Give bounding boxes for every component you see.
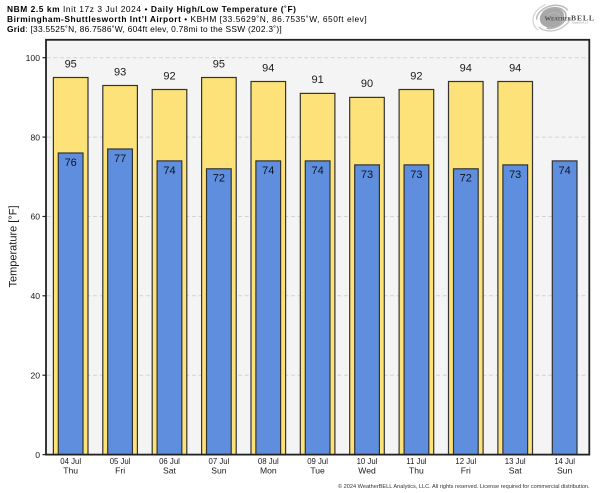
svg-text:92: 92 (410, 70, 422, 82)
svg-text:13 Jul: 13 Jul (505, 457, 526, 466)
svg-text:Sat: Sat (509, 465, 523, 475)
svg-text:04 Jul: 04 Jul (60, 457, 81, 466)
svg-text:Sun: Sun (557, 465, 573, 475)
svg-text:Temperature [°F]: Temperature [°F] (8, 205, 20, 287)
svg-text:74: 74 (311, 165, 323, 177)
svg-text:05 Jul: 05 Jul (110, 457, 131, 466)
svg-text:07 Jul: 07 Jul (208, 457, 229, 466)
svg-text:72: 72 (460, 173, 472, 185)
svg-text:Wed: Wed (358, 465, 376, 475)
svg-text:Analytics LLC: Analytics LLC (572, 21, 589, 24)
svg-text:74: 74 (558, 165, 570, 177)
svg-text:10 Jul: 10 Jul (357, 457, 378, 466)
svg-text:73: 73 (410, 169, 422, 181)
svg-text:Thu: Thu (63, 465, 78, 475)
svg-text:73: 73 (509, 169, 521, 181)
svg-text:11 Jul: 11 Jul (406, 457, 426, 466)
svg-text:08 Jul: 08 Jul (258, 457, 279, 466)
svg-text:73: 73 (361, 169, 373, 181)
svg-text:74: 74 (262, 165, 274, 177)
svg-text:91: 91 (311, 74, 323, 86)
svg-text:76: 76 (65, 157, 77, 169)
svg-text:95: 95 (65, 58, 77, 70)
svg-text:90: 90 (361, 78, 373, 90)
svg-text:06 Jul: 06 Jul (159, 457, 180, 466)
svg-text:Sun: Sun (211, 465, 227, 475)
svg-text:12 Jul: 12 Jul (455, 457, 476, 466)
svg-text:WEATHERBELL: WEATHERBELL (545, 13, 595, 22)
svg-text:Sat: Sat (163, 465, 177, 475)
svg-text:© 2024 WeatherBELL Analytics,: © 2024 WeatherBELL Analytics, LLC. All r… (338, 483, 590, 490)
svg-text:72: 72 (213, 173, 225, 185)
svg-text:09 Jul: 09 Jul (307, 457, 328, 466)
svg-text:74: 74 (163, 165, 175, 177)
svg-text:94: 94 (509, 62, 521, 74)
svg-text:0: 0 (35, 450, 40, 460)
svg-text:95: 95 (213, 58, 225, 70)
svg-text:94: 94 (262, 62, 274, 74)
svg-text:80: 80 (30, 132, 40, 142)
svg-text:Fri: Fri (115, 465, 125, 475)
svg-text:Birmingham-Shuttlesworth Int’l: Birmingham-Shuttlesworth Int’l Airport •… (7, 14, 367, 24)
svg-text:60: 60 (30, 212, 40, 222)
svg-text:92: 92 (163, 70, 175, 82)
svg-text:14 Jul: 14 Jul (554, 457, 575, 466)
svg-text:Mon: Mon (260, 465, 277, 475)
svg-text:77: 77 (114, 153, 126, 165)
svg-text:93: 93 (114, 66, 126, 78)
svg-text:NBM 2.5 km Init 17z 3 Jul 2024: NBM 2.5 km Init 17z 3 Jul 2024 • Daily H… (7, 4, 297, 14)
svg-text:100: 100 (26, 53, 41, 63)
svg-text:Fri: Fri (461, 465, 471, 475)
svg-text:20: 20 (30, 370, 40, 380)
svg-text:Thu: Thu (409, 465, 424, 475)
svg-text:94: 94 (460, 62, 472, 74)
svg-text:Tue: Tue (310, 465, 325, 475)
svg-text:40: 40 (30, 291, 40, 301)
svg-text:Grid: [33.5525˚N, 86.7586˚W, 6: Grid: [33.5525˚N, 86.7586˚W, 604ft elev,… (7, 24, 282, 34)
